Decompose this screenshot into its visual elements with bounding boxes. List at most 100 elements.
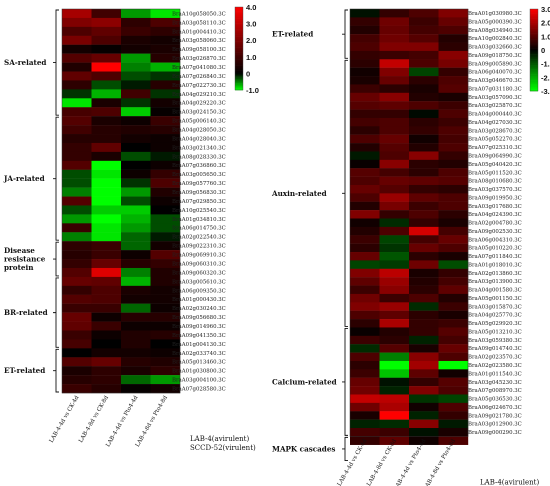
heatmap-cell bbox=[438, 218, 469, 228]
heatmap-cell bbox=[62, 160, 92, 170]
heatmap-cell bbox=[91, 348, 122, 358]
colorbar-segment bbox=[235, 48, 243, 51]
heatmap-cell bbox=[121, 71, 151, 81]
gene-label: BraA02g023570.3C bbox=[468, 355, 522, 361]
heatmap-cell bbox=[438, 151, 469, 161]
heatmap-cell bbox=[409, 193, 439, 202]
group-label: resistance bbox=[4, 255, 46, 264]
colorbar-segment bbox=[235, 58, 243, 60]
gene-label: BraA03g021340.3C bbox=[172, 145, 226, 151]
heatmap-cell bbox=[91, 125, 122, 135]
heatmap-cell bbox=[121, 348, 151, 358]
colorbar-segment bbox=[530, 25, 538, 28]
heatmap-cell bbox=[379, 428, 410, 437]
colorbar-tick-label: -1.0 bbox=[541, 60, 550, 69]
gene-label: BraA09g005890.3C bbox=[468, 61, 522, 67]
colorbar-segment bbox=[530, 21, 538, 23]
heatmap-cell bbox=[121, 276, 151, 287]
heatmap-cell bbox=[350, 235, 380, 244]
heatmap-cell bbox=[350, 411, 380, 420]
gene-label: BraA07g031180.3C bbox=[468, 86, 522, 92]
heatmap-cell bbox=[379, 310, 410, 320]
heatmap-cell bbox=[62, 294, 92, 304]
heatmap-cell bbox=[121, 125, 151, 135]
colorbar-segment bbox=[530, 32, 538, 34]
heatmap-cell bbox=[438, 243, 469, 253]
heatmap-cell bbox=[350, 327, 380, 337]
group-bracket bbox=[53, 277, 59, 348]
colorbar-segment bbox=[530, 18, 538, 21]
heatmap-cell bbox=[350, 428, 380, 437]
colorbar-segment bbox=[530, 59, 538, 62]
heatmap-cell bbox=[62, 98, 92, 108]
heatmap-cell bbox=[150, 98, 181, 108]
heatmap-cell bbox=[150, 312, 181, 322]
heatmap-cell bbox=[62, 267, 92, 278]
gene-label: BraA10g058050.3C bbox=[172, 11, 226, 17]
heatmap-cell bbox=[121, 259, 151, 269]
gene-label: BraA03g057090.3C bbox=[468, 95, 522, 101]
heatmap-cell bbox=[150, 223, 181, 233]
heatmap-cell bbox=[150, 259, 181, 269]
heatmap-cell bbox=[438, 184, 469, 194]
heatmap-cell bbox=[91, 375, 122, 385]
heatmap-cell bbox=[409, 201, 439, 211]
heatmap-cell bbox=[62, 303, 92, 313]
heatmap-cell bbox=[62, 142, 92, 153]
heatmap-cell bbox=[409, 327, 439, 337]
colorbar-segment bbox=[235, 18, 243, 20]
heatmap-cell bbox=[409, 268, 439, 278]
colorbar-tick-label: 3.0 bbox=[246, 20, 256, 29]
group-label: Calcium-related bbox=[272, 377, 337, 386]
colorbar-segment bbox=[530, 66, 538, 69]
heatmap-cell bbox=[438, 235, 469, 244]
colorbar-segment bbox=[235, 11, 243, 13]
colorbar-segment bbox=[235, 38, 243, 41]
gene-label: BraA09g060310.3C bbox=[172, 261, 226, 267]
heatmap-cell bbox=[150, 178, 181, 188]
colorbar-segment bbox=[530, 75, 538, 78]
heatmap-cell bbox=[91, 384, 122, 394]
heatmap-cell bbox=[379, 327, 410, 337]
heatmap-cell bbox=[438, 59, 469, 68]
heatmap-cell bbox=[379, 9, 410, 18]
gene-label: BraA01g018010.3C bbox=[468, 262, 522, 268]
heatmap-cell bbox=[438, 252, 469, 261]
colorbar-segment bbox=[530, 67, 538, 70]
gene-label: BraA07g029850.3C bbox=[172, 199, 226, 205]
heatmap-cell bbox=[121, 80, 151, 90]
colorbar-segment bbox=[235, 52, 243, 55]
gene-label: BraA03g045230.3C bbox=[468, 380, 522, 386]
colorbar-segment bbox=[235, 36, 243, 38]
column-label: LAB-4-4d vs CK-4d bbox=[337, 438, 369, 486]
gene-label: BraA09g056680.3C bbox=[172, 315, 226, 321]
colorbar-segment bbox=[530, 48, 538, 51]
heatmap-cell bbox=[91, 35, 122, 45]
heatmap-cell bbox=[62, 375, 92, 385]
heatmap-cell bbox=[121, 250, 151, 260]
heatmap-cell bbox=[438, 260, 469, 269]
gene-label: BraA09g041350.3C bbox=[172, 333, 226, 339]
heatmap-cell bbox=[379, 159, 410, 169]
heatmap-cell bbox=[121, 232, 151, 242]
colorbar-segment bbox=[235, 41, 243, 44]
heatmap-cell bbox=[62, 285, 92, 295]
colorbar-segment bbox=[235, 23, 243, 26]
heatmap-cell bbox=[438, 34, 469, 43]
heatmap-cell bbox=[91, 169, 122, 179]
heatmap-cell bbox=[150, 214, 181, 224]
colorbar-segment bbox=[235, 72, 243, 74]
heatmap-cell bbox=[350, 402, 380, 412]
heatmap-cell bbox=[121, 267, 151, 278]
heatmap-cell bbox=[379, 352, 410, 362]
heatmap-cell bbox=[438, 360, 469, 370]
heatmap-cell bbox=[91, 303, 122, 313]
caption-text: SCCD-52(virulent) bbox=[190, 444, 256, 452]
heatmap-cell bbox=[91, 214, 122, 224]
heatmap-cell bbox=[379, 360, 410, 370]
heatmap-cell bbox=[409, 59, 439, 68]
heatmap-cell bbox=[379, 302, 410, 311]
heatmap-cell bbox=[409, 243, 439, 253]
heatmap-cell bbox=[121, 178, 151, 188]
heatmap-cell bbox=[62, 276, 92, 287]
